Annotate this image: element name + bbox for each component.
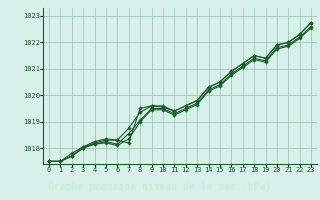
- Text: Graphe pression niveau de la mer (hPa): Graphe pression niveau de la mer (hPa): [48, 182, 272, 192]
